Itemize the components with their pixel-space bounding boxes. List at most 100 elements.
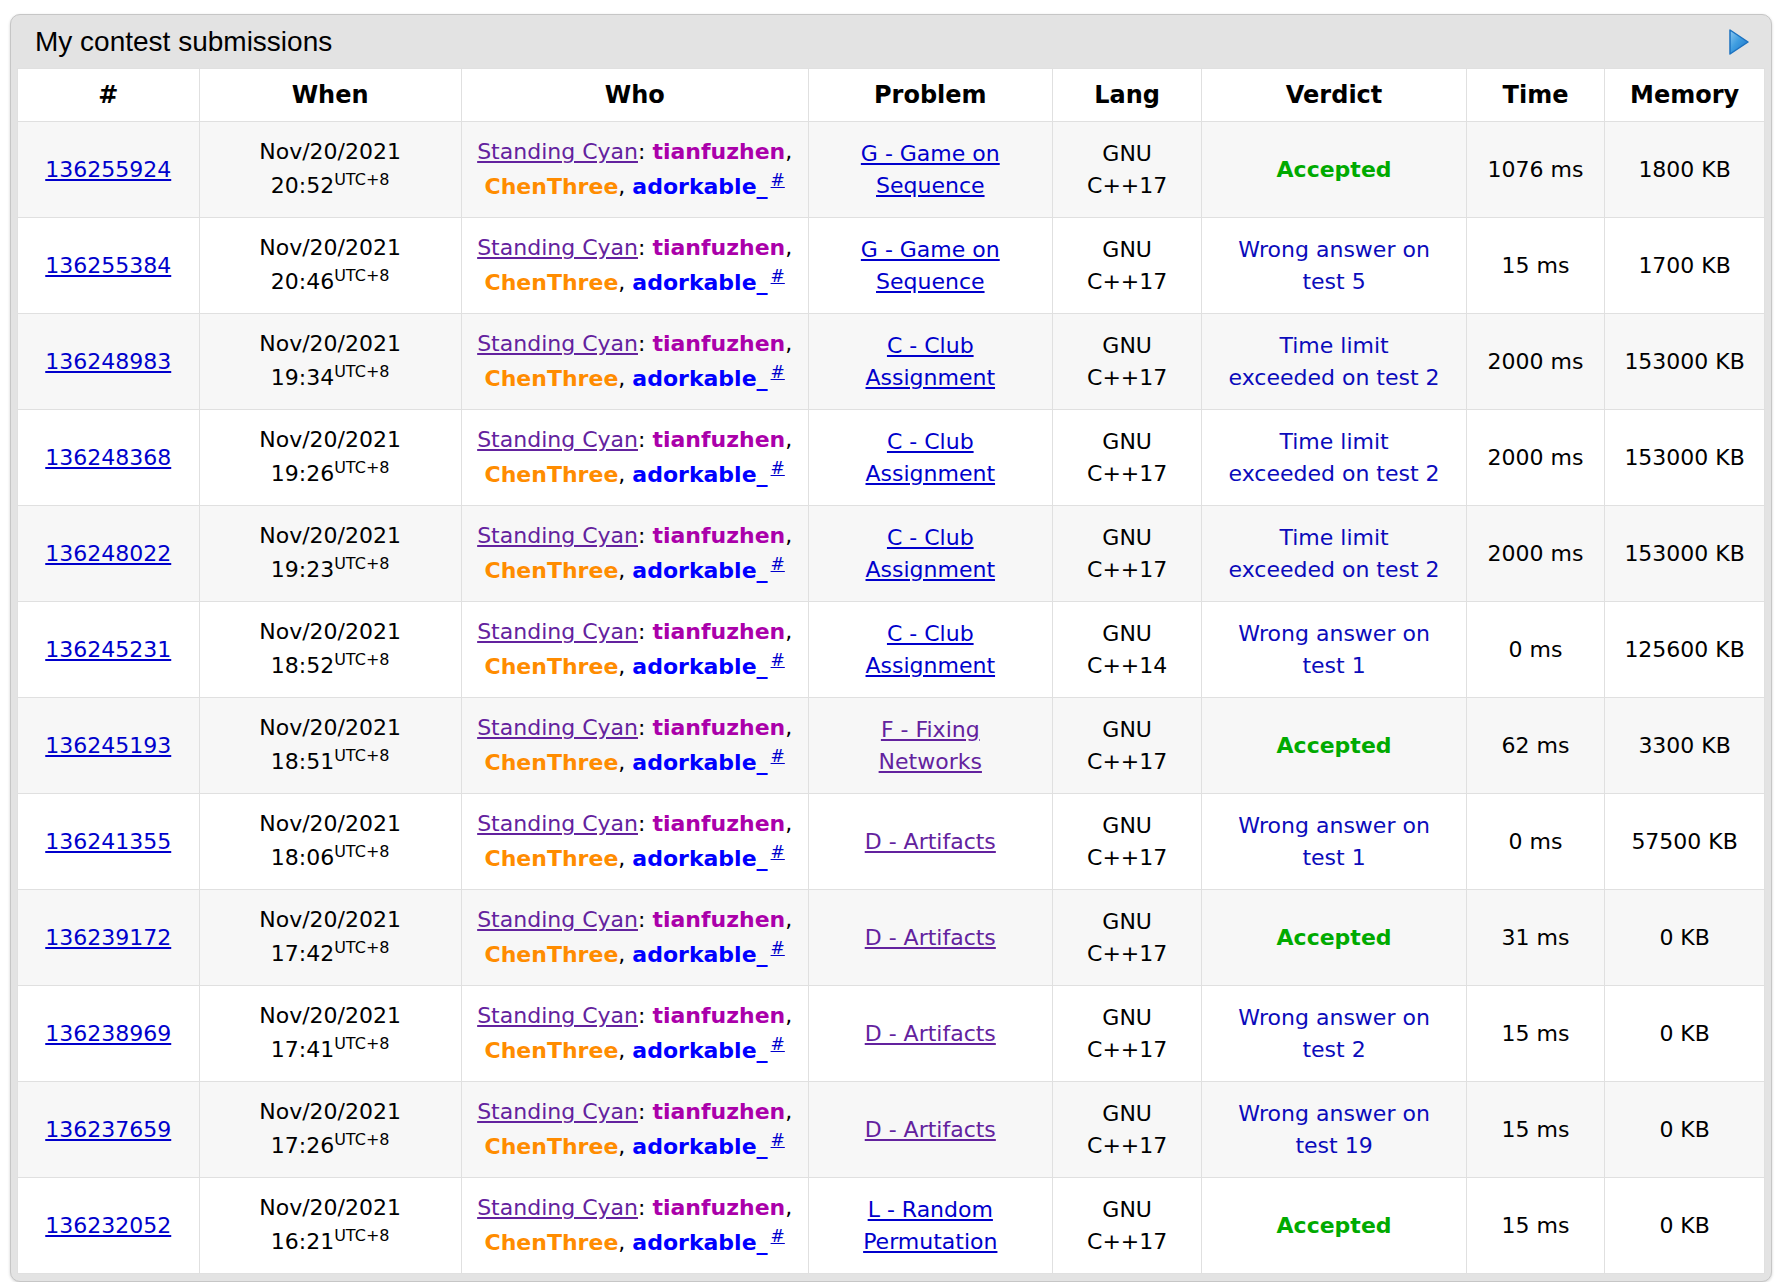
- member-name-violet: tianfuzhen: [652, 907, 785, 932]
- team-hash-link[interactable]: #: [771, 650, 785, 670]
- problem-link[interactable]: L - Random Permutation: [863, 1197, 997, 1254]
- team-link[interactable]: Standing Cyan: [477, 235, 638, 260]
- cell-who: Standing Cyan: tianfuzhen, ChenThree, ad…: [461, 122, 808, 218]
- cell-when: Nov/20/2021 17:26UTC+8: [199, 1082, 461, 1178]
- problem-link[interactable]: C - Club Assignment: [866, 525, 996, 582]
- member-name-orange: ChenThree: [485, 1230, 619, 1255]
- table-row: 136248368 Nov/20/2021 19:26UTC+8 Standin…: [18, 410, 1765, 506]
- team-link[interactable]: Standing Cyan: [477, 139, 638, 164]
- team-hash-link[interactable]: #: [771, 746, 785, 766]
- team-hash-link[interactable]: #: [771, 1130, 785, 1150]
- cell-submission-id: 136255384: [18, 218, 200, 314]
- problem-link[interactable]: D - Artifacts: [865, 1021, 996, 1046]
- team-hash-link[interactable]: #: [771, 170, 785, 190]
- separator: :: [638, 1195, 652, 1220]
- team-hash-link[interactable]: #: [771, 458, 785, 478]
- submission-id-link[interactable]: 136245231: [45, 637, 171, 662]
- problem-link[interactable]: C - Club Assignment: [866, 429, 996, 486]
- cell-when: Nov/20/2021 18:06UTC+8: [199, 794, 461, 890]
- team-link[interactable]: Standing Cyan: [477, 427, 638, 452]
- cell-time: 1076 ms: [1466, 122, 1605, 218]
- cell-problem: D - Artifacts: [808, 1082, 1052, 1178]
- problem-link[interactable]: C - Club Assignment: [866, 333, 996, 390]
- submission-id-link[interactable]: 136255384: [45, 253, 171, 278]
- verdict-text: Accepted: [1277, 1213, 1392, 1238]
- separator: ,: [618, 654, 632, 679]
- team-link[interactable]: Standing Cyan: [477, 1099, 638, 1124]
- submission-id-link[interactable]: 136255924: [45, 157, 171, 182]
- submission-id-link[interactable]: 136237659: [45, 1117, 171, 1142]
- cell-when: Nov/20/2021 18:51UTC+8: [199, 698, 461, 794]
- collapse-toggle-button[interactable]: [1727, 28, 1751, 56]
- team-hash-link[interactable]: #: [771, 554, 785, 574]
- submission-id-link[interactable]: 136248368: [45, 445, 171, 470]
- cell-problem: D - Artifacts: [808, 890, 1052, 986]
- problem-link[interactable]: F - Fixing Networks: [879, 717, 982, 774]
- problem-link[interactable]: D - Artifacts: [865, 925, 996, 950]
- cell-submission-id: 136248368: [18, 410, 200, 506]
- cell-memory: 153000 KB: [1605, 314, 1765, 410]
- team-link[interactable]: Standing Cyan: [477, 715, 638, 740]
- cell-who: Standing Cyan: tianfuzhen, ChenThree, ad…: [461, 986, 808, 1082]
- timezone-label: UTC+8: [334, 842, 389, 861]
- cell-memory: 153000 KB: [1605, 410, 1765, 506]
- verdict-text: Wrong answer on test 1: [1238, 813, 1430, 870]
- verdict-text: Wrong answer on test 2: [1238, 1005, 1430, 1062]
- cell-lang: GNU C++17: [1052, 698, 1202, 794]
- member-name-blue: adorkable_: [632, 366, 767, 391]
- separator: ,: [618, 846, 632, 871]
- team-hash-link[interactable]: #: [771, 938, 785, 958]
- team-link[interactable]: Standing Cyan: [477, 619, 638, 644]
- submission-id-link[interactable]: 136248983: [45, 349, 171, 374]
- submission-id-link[interactable]: 136241355: [45, 829, 171, 854]
- team-hash-link[interactable]: #: [771, 362, 785, 382]
- separator: ,: [785, 1099, 792, 1124]
- problem-link[interactable]: C - Club Assignment: [866, 621, 996, 678]
- team-link[interactable]: Standing Cyan: [477, 1003, 638, 1028]
- header-verdict: Verdict: [1202, 69, 1466, 122]
- team-link[interactable]: Standing Cyan: [477, 523, 638, 548]
- team-hash-link[interactable]: #: [771, 1034, 785, 1054]
- cell-problem: C - Club Assignment: [808, 314, 1052, 410]
- submission-id-link[interactable]: 136238969: [45, 1021, 171, 1046]
- submission-date: Nov/20/2021: [210, 520, 451, 552]
- team-hash-link[interactable]: #: [771, 1226, 785, 1246]
- panel-header: My contest submissions: [17, 15, 1765, 68]
- member-name-orange: ChenThree: [485, 654, 619, 679]
- cell-problem: C - Club Assignment: [808, 410, 1052, 506]
- problem-link[interactable]: G - Game on Sequence: [861, 141, 1000, 198]
- member-name-blue: adorkable_: [632, 1038, 767, 1063]
- cell-submission-id: 136239172: [18, 890, 200, 986]
- time-value: 18:52: [271, 654, 334, 679]
- submission-time: 20:52UTC+8: [210, 168, 451, 202]
- cell-lang: GNU C++17: [1052, 1082, 1202, 1178]
- team-link[interactable]: Standing Cyan: [477, 331, 638, 356]
- submission-id-link[interactable]: 136239172: [45, 925, 171, 950]
- cell-who: Standing Cyan: tianfuzhen, ChenThree, ad…: [461, 698, 808, 794]
- separator: :: [638, 427, 652, 452]
- table-row: 136238969 Nov/20/2021 17:41UTC+8 Standin…: [18, 986, 1765, 1082]
- team-link[interactable]: Standing Cyan: [477, 811, 638, 836]
- cell-verdict: Wrong answer on test 5: [1202, 218, 1466, 314]
- problem-link[interactable]: D - Artifacts: [865, 1117, 996, 1142]
- cell-when: Nov/20/2021 19:26UTC+8: [199, 410, 461, 506]
- problem-link[interactable]: G - Game on Sequence: [861, 237, 1000, 294]
- cell-memory: 125600 KB: [1605, 602, 1765, 698]
- submission-time: 18:06UTC+8: [210, 840, 451, 874]
- team-link[interactable]: Standing Cyan: [477, 907, 638, 932]
- submission-id-link[interactable]: 136245193: [45, 733, 171, 758]
- table-row: 136248022 Nov/20/2021 19:23UTC+8 Standin…: [18, 506, 1765, 602]
- time-value: 18:51: [271, 750, 334, 775]
- member-name-orange: ChenThree: [485, 942, 619, 967]
- member-name-violet: tianfuzhen: [652, 715, 785, 740]
- member-name-blue: adorkable_: [632, 654, 767, 679]
- submission-id-link[interactable]: 136248022: [45, 541, 171, 566]
- problem-link[interactable]: D - Artifacts: [865, 829, 996, 854]
- team-link[interactable]: Standing Cyan: [477, 1195, 638, 1220]
- cell-submission-id: 136245193: [18, 698, 200, 794]
- separator: ,: [785, 811, 792, 836]
- team-hash-link[interactable]: #: [771, 266, 785, 286]
- submission-id-link[interactable]: 136232052: [45, 1213, 171, 1238]
- team-hash-link[interactable]: #: [771, 842, 785, 862]
- cell-problem: F - Fixing Networks: [808, 698, 1052, 794]
